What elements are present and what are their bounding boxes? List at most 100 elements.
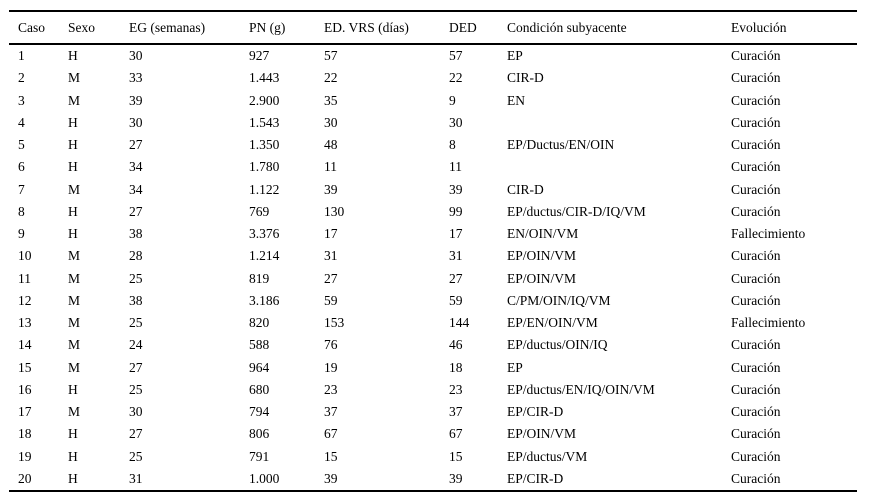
table-cell-ded: 59 <box>449 292 463 308</box>
table-cell-sexo: M <box>68 359 81 375</box>
table-cell-evolucion: Curación <box>731 70 781 86</box>
table-cell-ded: 144 <box>449 315 470 330</box>
table-cell-eg_semanas: 25 <box>129 448 143 464</box>
table-cell-sexo: M <box>68 92 81 108</box>
table-row: 8 H 27 769 130 99 EP/ductus/CIR-D/IQ/VM Curació… <box>9 201 857 223</box>
table-cell-ed_vrs_dias: 23 <box>324 381 338 397</box>
table-cell-ed_vrs_dias: 76 <box>324 337 338 353</box>
table-cell-ded: 27 <box>449 270 463 286</box>
table-cell-ded: 99 <box>449 203 463 219</box>
table-body: 1 H 30 927 57 57 EP Curación 2 M 33 1.443 22 22 CIR-D C… <box>9 44 857 491</box>
table-cell-pn_g: 1.780 <box>249 159 280 175</box>
table-cell-ded: 15 <box>449 448 463 464</box>
table-cell-ded: 23 <box>449 381 463 397</box>
table-cell-caso: 15 <box>18 359 32 375</box>
table-row: 17 M 30 794 37 37 EP/CIR-D Curación <box>9 401 857 423</box>
table-cell-eg_semanas: 34 <box>129 181 143 197</box>
table-row: 16 H 25 680 23 23 EP/ductus/EN/IQ/OIN/VM Curaci… <box>9 379 857 401</box>
table-cell-evolucion: Curación <box>731 270 781 286</box>
table-cell-condicion_subyacente: EP/ductus/EN/IQ/OIN/VM <box>507 381 655 397</box>
table-cell-condicion_subyacente: EP/ductus/OIN/IQ <box>507 337 608 353</box>
table-cell-caso: 3 <box>18 92 25 108</box>
table-cell-eg_semanas: 24 <box>129 337 143 353</box>
table-cell-evolucion: Fallecimiento <box>731 315 806 330</box>
table-cell-sexo: H <box>68 448 78 464</box>
table-row: 18 H 27 806 67 67 EP/OIN/VM Curación <box>9 423 857 445</box>
table-row: 20 H 31 1.000 39 39 EP/CIR-D Curación <box>9 468 857 491</box>
column-header-ded: DED <box>449 11 507 45</box>
table-cell-pn_g: 1.000 <box>249 470 280 486</box>
table-cell-ed_vrs_dias: 39 <box>324 470 338 486</box>
table-cell-caso: 18 <box>18 426 32 442</box>
column-header-caso: Caso <box>9 11 68 45</box>
table-cell-ded: 11 <box>449 159 462 175</box>
table-cell-evolucion: Curación <box>731 359 781 375</box>
table-cell-pn_g: 3.376 <box>249 226 280 241</box>
table-cell-pn_g: 1.350 <box>249 137 280 152</box>
table-cell-evolucion: Curación <box>731 381 781 397</box>
table-cell-caso: 20 <box>18 470 32 486</box>
table-row: 11 M 25 819 27 27 EP/OIN/VM Curación <box>9 268 857 290</box>
table-cell-ded: 46 <box>449 337 463 353</box>
table-row: 6 H 34 1.780 11 11 Curación <box>9 156 857 178</box>
table-cell-caso: 2 <box>18 70 25 86</box>
table-cell-ded: 37 <box>449 404 463 419</box>
table-cell-pn_g: 964 <box>249 359 270 375</box>
table-cell-condicion_subyacente: CIR-D <box>507 70 544 86</box>
table-cell-pn_g: 806 <box>249 426 270 442</box>
table-cell-evolucion: Curación <box>731 292 781 308</box>
table-cell-ed_vrs_dias: 67 <box>324 426 338 442</box>
table-cell-evolucion: Curación <box>731 114 781 130</box>
table-cell-evolucion: Curación <box>731 48 781 63</box>
table-cell-condicion_subyacente: EP/ductus/CIR-D/IQ/VM <box>507 203 646 219</box>
table-cell-eg_semanas: 34 <box>129 159 143 175</box>
table-cell-ed_vrs_dias: 11 <box>324 159 337 175</box>
table-cell-condicion_subyacente: CIR-D <box>507 181 544 197</box>
table-cell-evolucion: Curación <box>731 448 781 464</box>
table-cell-ded: 57 <box>449 48 463 63</box>
table-cell-condicion_subyacente: EP/CIR-D <box>507 404 564 419</box>
table-cell-pn_g: 588 <box>249 337 270 353</box>
table-cell-evolucion: Fallecimiento <box>731 226 806 241</box>
table-cell-ed_vrs_dias: 17 <box>324 226 338 241</box>
table-cell-sexo: H <box>68 114 78 130</box>
table-cell-condicion_subyacente: EP/OIN/VM <box>507 270 577 286</box>
table-cell-evolucion: Curación <box>731 159 781 175</box>
table-cell-pn_g: 769 <box>249 203 270 219</box>
table-cell-ed_vrs_dias: 153 <box>324 315 345 330</box>
table-cell-condicion_subyacente <box>507 112 731 134</box>
table-cell-pn_g: 927 <box>249 48 270 63</box>
table-cell-sexo: M <box>68 181 81 197</box>
table-cell-condicion_subyacente: EN/OIN/VM <box>507 226 579 241</box>
table-row: 2 M 33 1.443 22 22 CIR-D Curación <box>9 67 857 89</box>
table-row: 5 H 27 1.350 48 8 EP/Ductus/EN/OIN Curación <box>9 134 857 156</box>
table-row: 1 H 30 927 57 57 EP Curación <box>9 44 857 67</box>
table-cell-condicion_subyacente <box>507 156 731 178</box>
table-cell-sexo: H <box>68 137 78 152</box>
table-cell-ed_vrs_dias: 19 <box>324 359 338 375</box>
table-cell-ded: 67 <box>449 426 463 442</box>
table-row: 4 H 30 1.543 30 30 Curación <box>9 112 857 134</box>
table-cell-pn_g: 1.122 <box>249 181 280 197</box>
table-cell-evolucion: Curación <box>731 181 781 197</box>
table-cell-ed_vrs_dias: 22 <box>324 70 338 86</box>
table-cell-pn_g: 819 <box>249 270 270 286</box>
table-cell-pn_g: 794 <box>249 404 270 419</box>
table-cell-evolucion: Curación <box>731 137 781 152</box>
table-cell-sexo: M <box>68 270 81 286</box>
table-cell-sexo: M <box>68 315 81 330</box>
table-cell-condicion_subyacente: C/PM/OIN/IQ/VM <box>507 292 611 308</box>
table-row: 10 M 28 1.214 31 31 EP/OIN/VM Curación <box>9 245 857 267</box>
table-cell-eg_semanas: 25 <box>129 270 143 286</box>
table-cell-ed_vrs_dias: 37 <box>324 404 338 419</box>
table-cell-caso: 19 <box>18 448 32 464</box>
table-row: 3 M 39 2.900 35 9 EN Curación <box>9 90 857 112</box>
table-cell-caso: 14 <box>18 337 32 353</box>
table-cell-caso: 8 <box>18 203 25 219</box>
table-cell-eg_semanas: 30 <box>129 114 143 130</box>
table-cell-pn_g: 820 <box>249 315 270 330</box>
table-cell-caso: 11 <box>18 270 31 286</box>
table-cell-ed_vrs_dias: 30 <box>324 114 338 130</box>
clinical-cases-table: Caso Sexo EG (semanas) PN (g) ED. VRS (días)… <box>9 10 857 492</box>
